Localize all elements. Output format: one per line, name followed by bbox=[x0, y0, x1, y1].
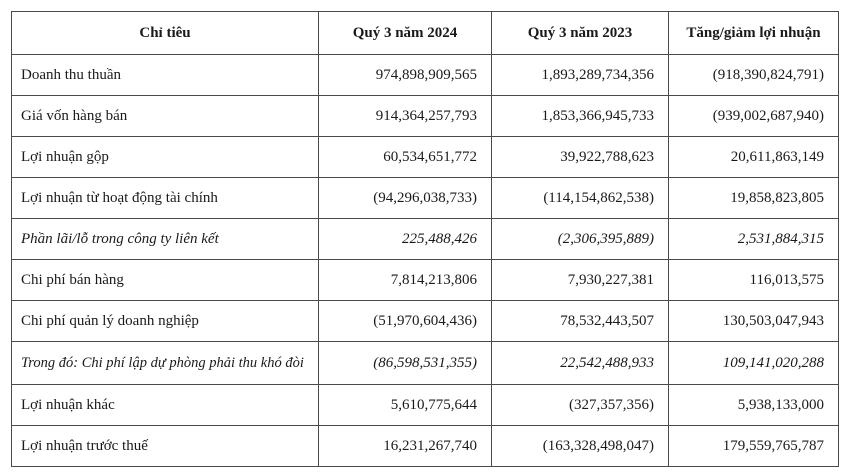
cell-q3-2024: 60,534,651,772 bbox=[318, 136, 492, 178]
cell-change: 19,858,823,805 bbox=[668, 177, 839, 219]
table-row: Lợi nhuận gộp 60,534,651,772 39,922,788,… bbox=[11, 136, 839, 178]
cell-q3-2023: (163,328,498,047) bbox=[491, 425, 669, 467]
cell-change: 20,611,863,149 bbox=[668, 136, 839, 178]
header-indicator: Chỉ tiêu bbox=[11, 11, 319, 55]
row-label: Lợi nhuận khác bbox=[11, 384, 319, 426]
row-label: Lợi nhuận từ hoạt động tài chính bbox=[11, 177, 319, 219]
cell-q3-2024: 7,814,213,806 bbox=[318, 259, 492, 301]
table-row: Doanh thu thuần 974,898,909,565 1,893,28… bbox=[11, 54, 839, 96]
header-row: Chỉ tiêu Quý 3 năm 2024 Quý 3 năm 2023 T… bbox=[11, 11, 839, 55]
cell-q3-2024: (94,296,038,733) bbox=[318, 177, 492, 219]
row-label: Chi phí bán hàng bbox=[11, 259, 319, 301]
table-row: Chi phí bán hàng 7,814,213,806 7,930,227… bbox=[11, 259, 839, 301]
table-row: Lợi nhuận khác 5,610,775,644 (327,357,35… bbox=[11, 384, 839, 426]
cell-q3-2023: 22,542,488,933 bbox=[491, 341, 669, 385]
table-row: Phần lãi/lỗ trong công ty liên kết 225,4… bbox=[11, 218, 839, 260]
cell-change: 109,141,020,288 bbox=[668, 341, 839, 385]
header-q3-2023: Quý 3 năm 2023 bbox=[491, 11, 669, 55]
cell-q3-2024: (86,598,531,355) bbox=[318, 341, 492, 385]
row-label: Lợi nhuận gộp bbox=[11, 136, 319, 178]
cell-change: (918,390,824,791) bbox=[668, 54, 839, 96]
financial-table: Chỉ tiêu Quý 3 năm 2024 Quý 3 năm 2023 T… bbox=[11, 11, 839, 467]
table-row: Chi phí quản lý doanh nghiệp (51,970,604… bbox=[11, 300, 839, 342]
row-label: Lợi nhuận trước thuế bbox=[11, 425, 319, 467]
cell-q3-2024: (51,970,604,436) bbox=[318, 300, 492, 342]
cell-q3-2024: 225,488,426 bbox=[318, 218, 492, 260]
table-row: Lợi nhuận từ hoạt động tài chính (94,296… bbox=[11, 177, 839, 219]
row-label: Chi phí quản lý doanh nghiệp bbox=[11, 300, 319, 342]
cell-q3-2023: (114,154,862,538) bbox=[491, 177, 669, 219]
cell-q3-2023: (327,357,356) bbox=[491, 384, 669, 426]
table-row: Trong đó: Chi phí lập dự phòng phải thu … bbox=[11, 341, 839, 385]
cell-change: (939,002,687,940) bbox=[668, 95, 839, 137]
cell-q3-2023: 7,930,227,381 bbox=[491, 259, 669, 301]
cell-q3-2024: 974,898,909,565 bbox=[318, 54, 492, 96]
row-label: Giá vốn hàng bán bbox=[11, 95, 319, 137]
cell-q3-2023: 1,893,289,734,356 bbox=[491, 54, 669, 96]
row-label: Phần lãi/lỗ trong công ty liên kết bbox=[11, 218, 319, 260]
cell-q3-2023: 1,853,366,945,733 bbox=[491, 95, 669, 137]
cell-change: 179,559,765,787 bbox=[668, 425, 839, 467]
cell-q3-2024: 16,231,267,740 bbox=[318, 425, 492, 467]
cell-q3-2024: 5,610,775,644 bbox=[318, 384, 492, 426]
row-label: Doanh thu thuần bbox=[11, 54, 319, 96]
cell-q3-2023: 39,922,788,623 bbox=[491, 136, 669, 178]
cell-change: 5,938,133,000 bbox=[668, 384, 839, 426]
cell-change: 130,503,047,943 bbox=[668, 300, 839, 342]
cell-q3-2023: (2,306,395,889) bbox=[491, 218, 669, 260]
cell-q3-2023: 78,532,443,507 bbox=[491, 300, 669, 342]
header-q3-2024: Quý 3 năm 2024 bbox=[318, 11, 492, 55]
row-label: Trong đó: Chi phí lập dự phòng phải thu … bbox=[11, 341, 319, 385]
cell-change: 116,013,575 bbox=[668, 259, 839, 301]
cell-change: 2,531,884,315 bbox=[668, 218, 839, 260]
cell-q3-2024: 914,364,257,793 bbox=[318, 95, 492, 137]
table-row: Lợi nhuận trước thuế 16,231,267,740 (163… bbox=[11, 425, 839, 467]
header-change: Tăng/giảm lợi nhuận bbox=[668, 11, 839, 55]
table-row: Giá vốn hàng bán 914,364,257,793 1,853,3… bbox=[11, 95, 839, 137]
